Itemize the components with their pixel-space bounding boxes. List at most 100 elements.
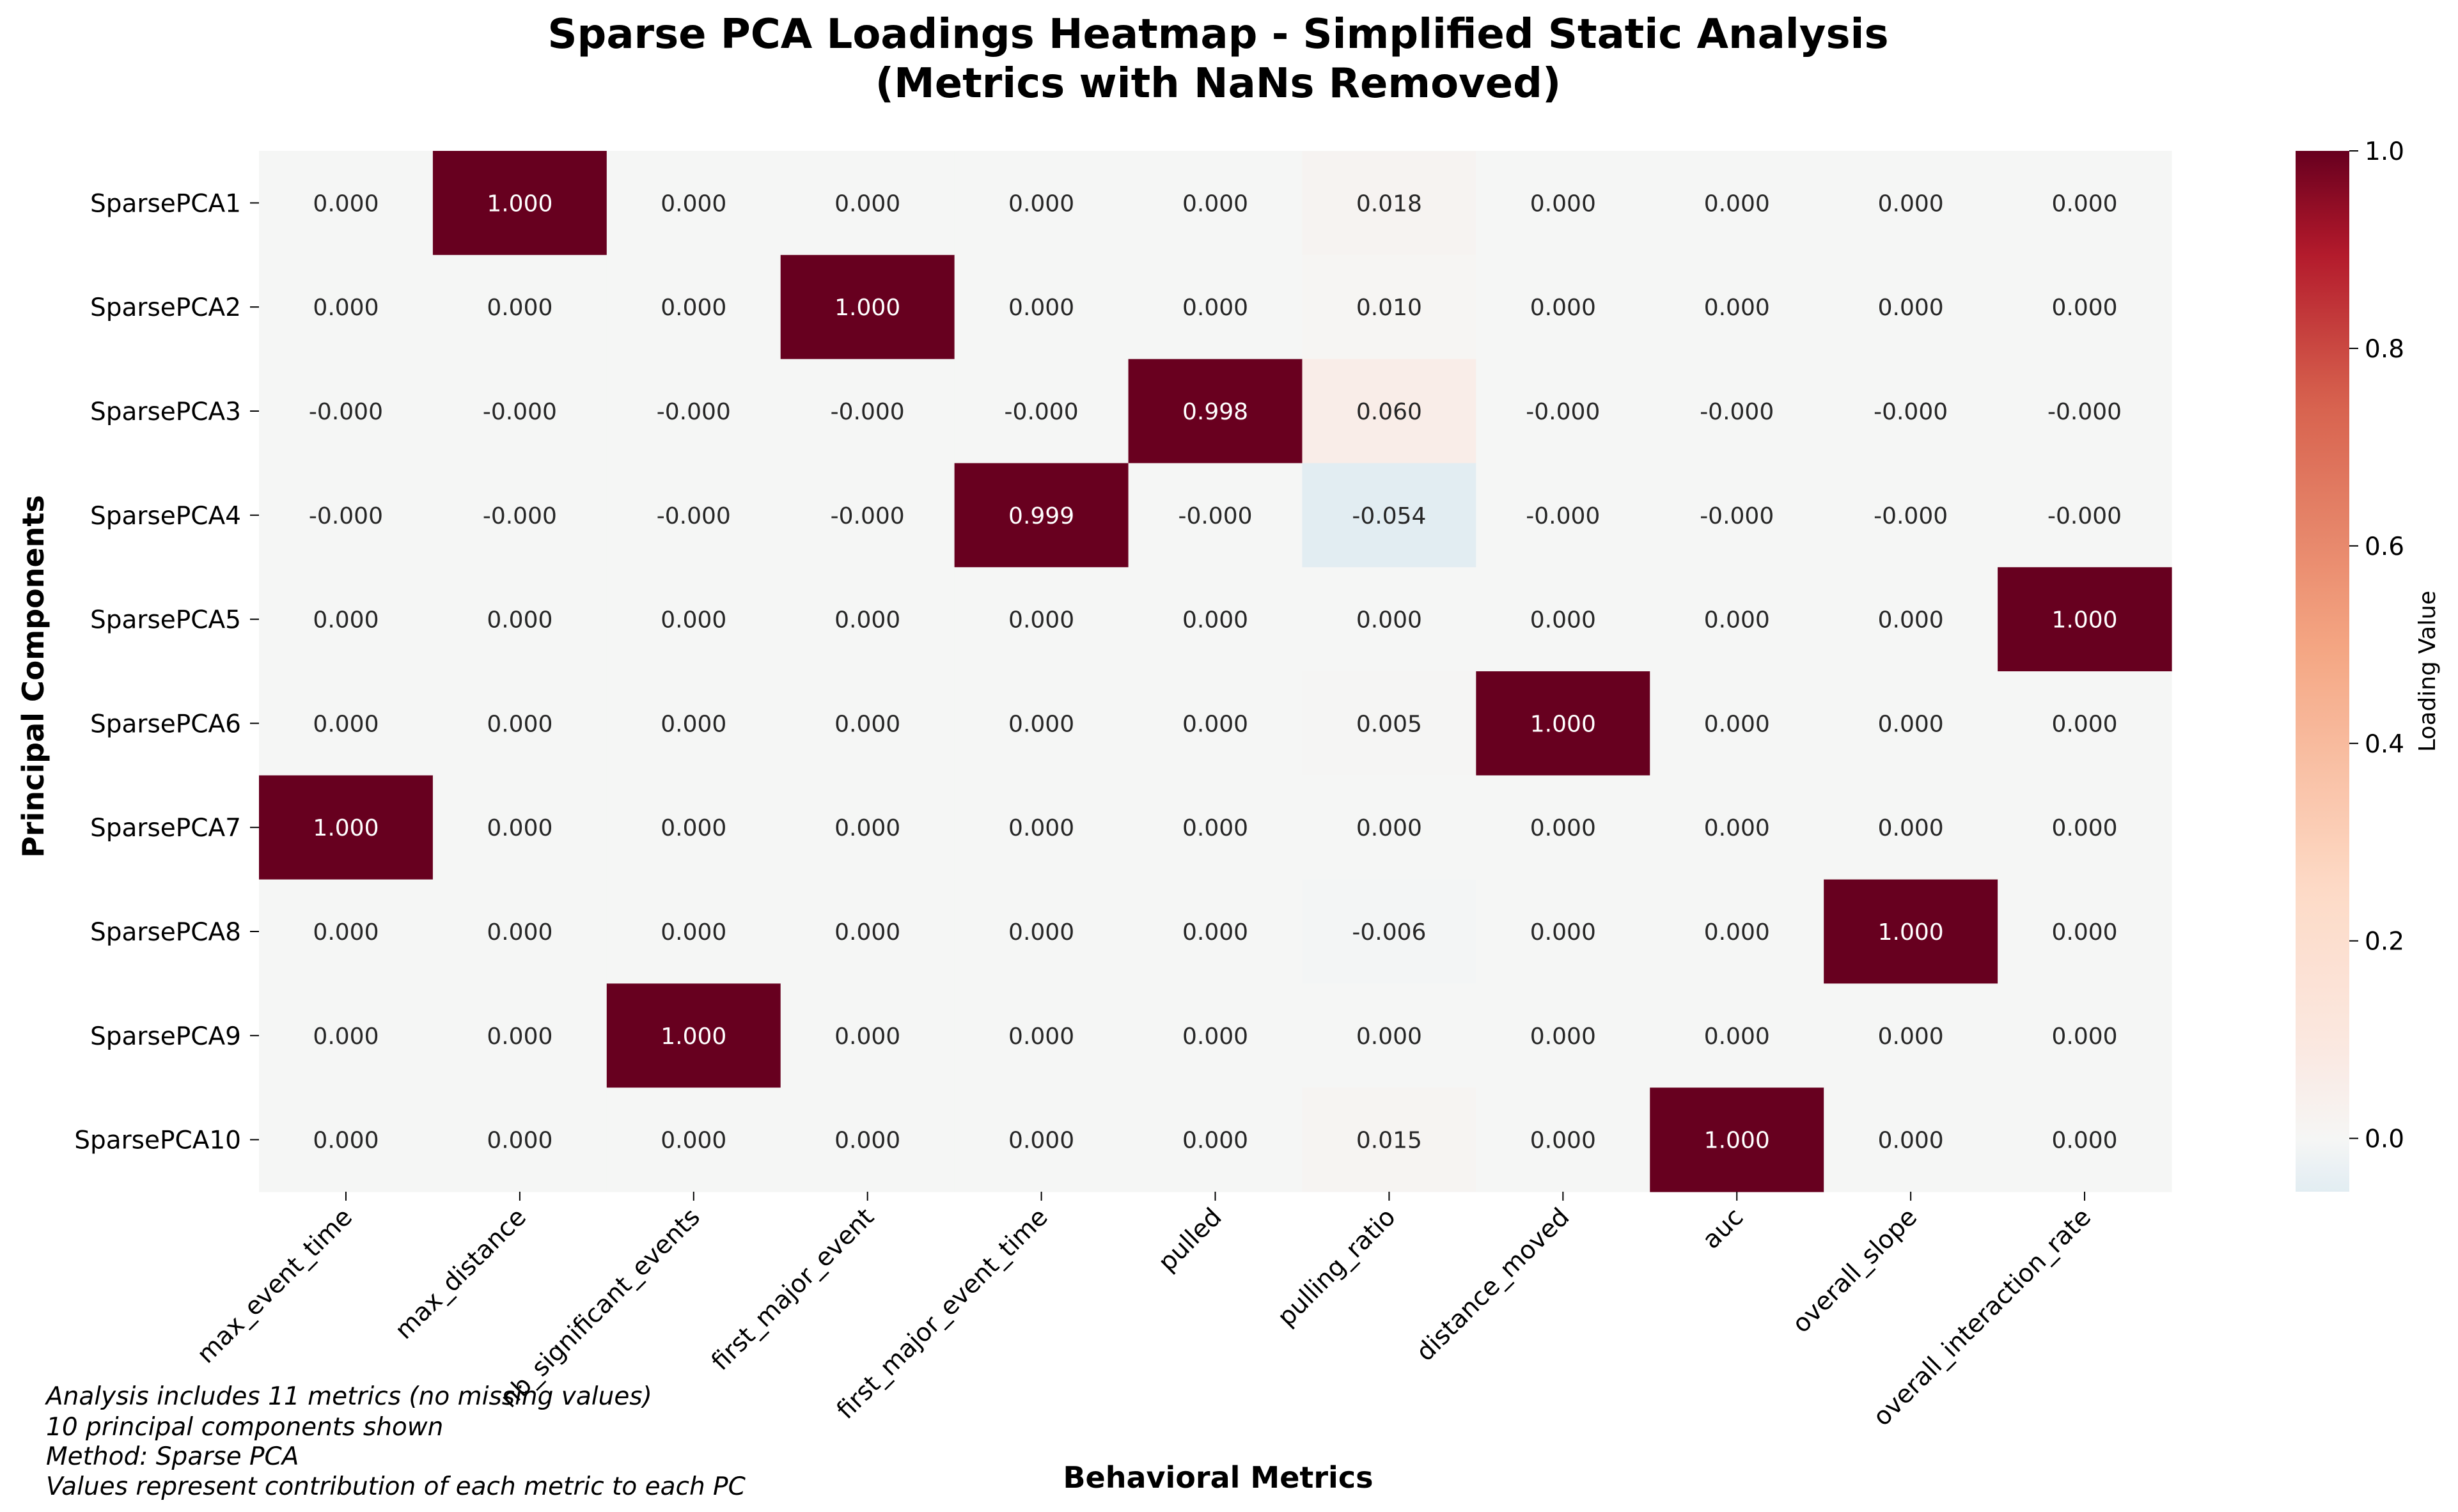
heatmap-cell-r1-c4 bbox=[780, 151, 955, 256]
heatmap-cell-r4-c3 bbox=[606, 463, 781, 568]
heatmap-cell-r4-c8 bbox=[1476, 463, 1650, 568]
chart-title-line-1: Sparse PCA Loadings Heatmap - Simplified… bbox=[547, 11, 1888, 58]
cell-value-label: 0.000 bbox=[487, 1128, 552, 1154]
heatmap-cell-r9-c1 bbox=[259, 983, 434, 1088]
heatmap-cell-r1-c6 bbox=[1128, 151, 1303, 256]
cell-value-label: -0.000 bbox=[483, 399, 557, 425]
heatmap-cell-r4-c9 bbox=[1650, 463, 1824, 568]
cell-value-label: 0.000 bbox=[1182, 295, 1248, 321]
heatmap-cell-r3-c7 bbox=[1302, 359, 1476, 464]
x-axis-label: Behavioral Metrics bbox=[1063, 1460, 1374, 1495]
heatmap-cell-r8-c9 bbox=[1650, 879, 1824, 984]
heatmap-cell-r8-c3 bbox=[606, 879, 781, 984]
heatmap-cell-r8-c2 bbox=[432, 879, 607, 984]
cell-value-label: 0.000 bbox=[1182, 815, 1248, 841]
cell-value-label: 0.000 bbox=[661, 919, 726, 946]
cell-value-label: 0.000 bbox=[834, 919, 900, 946]
cell-value-label: 0.000 bbox=[1530, 919, 1596, 946]
heatmap-cell-r10-c8 bbox=[1476, 1087, 1650, 1192]
heatmap-cell-r10-c2 bbox=[432, 1087, 607, 1192]
cell-value-label: 0.000 bbox=[1008, 295, 1074, 321]
cell-value-label: 0.000 bbox=[1704, 607, 1770, 634]
heatmap-cell-r5-c1 bbox=[259, 567, 434, 672]
cell-value-label: 0.000 bbox=[834, 815, 900, 841]
cell-value-label: 0.000 bbox=[1878, 295, 1944, 321]
colorbar-tick-label: 0.6 bbox=[2365, 533, 2404, 561]
row-tick-label: SparsePCA1 bbox=[90, 189, 241, 218]
row-tick-label: SparsePCA4 bbox=[90, 502, 241, 531]
chart-title-line-2: (Metrics with NaNs Removed) bbox=[875, 60, 1561, 107]
row-tick-label: SparsePCA2 bbox=[90, 293, 241, 322]
heatmap-cell-r9-c8 bbox=[1476, 983, 1650, 1088]
colorbar-tick-label: 1.0 bbox=[2365, 137, 2404, 166]
cell-value-label: 0.000 bbox=[834, 191, 900, 217]
heatmap-cell-r6-c1 bbox=[259, 671, 434, 776]
cell-value-label: 0.000 bbox=[2052, 919, 2118, 946]
cell-value-label: 0.000 bbox=[834, 1024, 900, 1050]
row-tick-label: SparsePCA7 bbox=[90, 814, 241, 843]
heatmap-cell-r6-c5 bbox=[954, 671, 1129, 776]
heatmap-cell-r3-c3 bbox=[606, 359, 781, 464]
heatmap-cell-r4-c10 bbox=[1824, 463, 1998, 568]
cell-value-label: 1.000 bbox=[1878, 919, 1944, 946]
row-tick-label: SparsePCA6 bbox=[90, 710, 241, 738]
colorbar-tick-label: 0.4 bbox=[2365, 730, 2404, 759]
cell-value-label: 0.015 bbox=[1356, 1128, 1422, 1154]
cell-value-label: 0.000 bbox=[1704, 815, 1770, 841]
cell-value-label: 0.000 bbox=[1008, 1128, 1074, 1154]
heatmap-cell-r8-c7 bbox=[1302, 879, 1476, 984]
heatmap-cell-r4-c4 bbox=[780, 463, 955, 568]
heatmap-cell-r9-c6 bbox=[1128, 983, 1303, 1088]
cell-value-label: 0.000 bbox=[1530, 191, 1596, 217]
cell-value-label: 0.000 bbox=[1182, 711, 1248, 737]
cell-value-label: 1.000 bbox=[487, 191, 552, 217]
heatmap-cell-r9-c3 bbox=[606, 983, 781, 1088]
cell-value-label: 0.000 bbox=[661, 607, 726, 634]
cell-value-label: 0.000 bbox=[1530, 295, 1596, 321]
footnote-line-1: Analysis includes 11 metrics (no missing… bbox=[44, 1382, 652, 1411]
heatmap-cell-r1-c5 bbox=[954, 151, 1129, 256]
heatmap-cell-r10-c7 bbox=[1302, 1087, 1476, 1192]
cell-value-label: -0.000 bbox=[2047, 399, 2122, 425]
cell-value-label: 0.000 bbox=[1356, 1024, 1422, 1050]
cell-value-label: 0.010 bbox=[1356, 295, 1422, 321]
cell-value-label: -0.000 bbox=[1005, 399, 1079, 425]
heatmap-cell-r1-c10 bbox=[1824, 151, 1998, 256]
cell-value-label: -0.000 bbox=[2047, 503, 2122, 529]
cell-value-label: 0.000 bbox=[2052, 1024, 2118, 1050]
cell-value-label: 0.000 bbox=[1704, 1024, 1770, 1050]
heatmap-cell-r3-c5 bbox=[954, 359, 1129, 464]
cell-value-label: -0.000 bbox=[1874, 399, 1948, 425]
footnote-line-3: Method: Sparse PCA bbox=[46, 1442, 299, 1471]
cell-value-label: 0.000 bbox=[1878, 607, 1944, 634]
heatmap-cell-r2-c4 bbox=[780, 254, 955, 360]
cell-value-label: 0.000 bbox=[487, 711, 552, 737]
cell-value-label: 0.000 bbox=[1356, 607, 1422, 634]
cell-value-label: 0.005 bbox=[1356, 711, 1422, 737]
cell-value-label: -0.000 bbox=[1178, 503, 1252, 529]
cell-value-label: 0.000 bbox=[313, 295, 379, 321]
cell-value-label: 0.000 bbox=[1530, 815, 1596, 841]
heatmap-cell-r9-c5 bbox=[954, 983, 1129, 1088]
heatmap-cell-r6-c7 bbox=[1302, 671, 1476, 776]
cell-value-label: 0.000 bbox=[1878, 1024, 1944, 1050]
heatmap-cell-r7-c6 bbox=[1128, 775, 1303, 880]
cell-value-label: -0.000 bbox=[831, 399, 905, 425]
heatmap-cell-r7-c1 bbox=[259, 775, 434, 880]
cell-value-label: -0.000 bbox=[1700, 503, 1774, 529]
cell-value-label: 0.018 bbox=[1356, 191, 1422, 217]
heatmap-cell-r1-c1 bbox=[259, 151, 434, 256]
heatmap-cell-r2-c7 bbox=[1302, 254, 1476, 360]
heatmap-cell-r9-c2 bbox=[432, 983, 607, 1088]
cell-value-label: 0.000 bbox=[1704, 191, 1770, 217]
cell-value-label: 0.000 bbox=[487, 1024, 552, 1050]
cell-value-label: 0.000 bbox=[1182, 1024, 1248, 1050]
cell-value-label: 0.000 bbox=[661, 295, 726, 321]
heatmap-cell-r7-c3 bbox=[606, 775, 781, 880]
heatmap-cell-r6-c4 bbox=[780, 671, 955, 776]
heatmap-cell-r3-c10 bbox=[1824, 359, 1998, 464]
heatmap-cell-r2-c1 bbox=[259, 254, 434, 360]
cell-value-label: 0.000 bbox=[487, 919, 552, 946]
heatmap-cell-r6-c2 bbox=[432, 671, 607, 776]
heatmap-cell-r7-c11 bbox=[1998, 775, 2172, 880]
